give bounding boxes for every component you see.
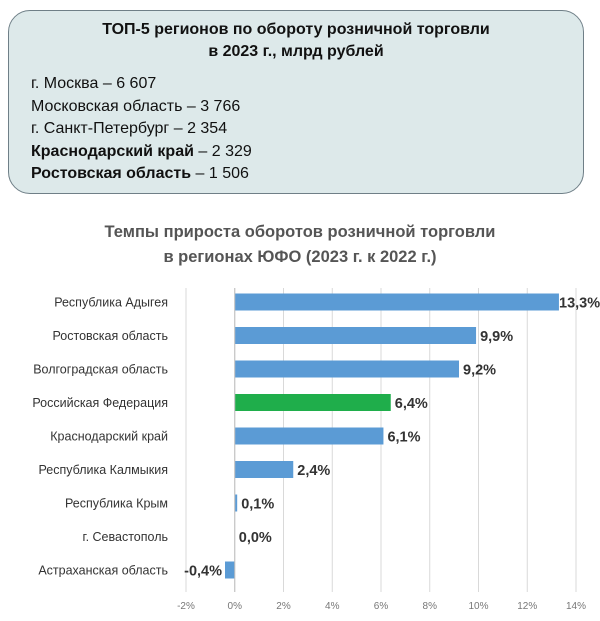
value-label: 9,9% (480, 329, 513, 345)
top5-row-name: Краснодарский край (31, 142, 194, 160)
top5-row: Ростовская область – 1 506 (31, 165, 249, 182)
value-label: 9,2% (463, 363, 496, 379)
x-tick-label: 0% (228, 601, 243, 612)
top5-row-name: г. Санкт-Петербург (31, 120, 170, 137)
x-tick-label: 8% (423, 601, 438, 612)
x-tick-label: 14% (566, 601, 586, 612)
top5-row-value: 2 329 (211, 142, 252, 160)
top5-list: г. Москва – 6 607 Московская область – 3… (31, 73, 252, 186)
x-tick-label: 4% (325, 601, 340, 612)
category-label: Ростовская область (53, 329, 169, 343)
x-tick-label: 10% (468, 601, 488, 612)
top5-row-value: 6 607 (116, 75, 157, 92)
value-label: 0,0% (239, 530, 272, 546)
value-label: 6,1% (387, 430, 420, 446)
bar (225, 561, 235, 579)
x-tick-label: 12% (517, 601, 537, 612)
top5-box: ТОП-5 регионов по обороту розничной торг… (8, 10, 584, 194)
value-label: -0,4% (184, 564, 222, 580)
value-label: 2,4% (297, 463, 330, 479)
top5-row: г. Москва – 6 607 (31, 75, 157, 92)
value-label: 0,1% (241, 497, 274, 513)
top5-title-line2: в 2023 г., млрд рублей (208, 43, 384, 60)
bar (234, 394, 391, 411)
category-label: Астраханская область (38, 564, 168, 578)
category-label: Краснодарский край (50, 430, 168, 444)
top5-title-line1: ТОП-5 регионов по обороту розничной торг… (102, 21, 490, 38)
top5-title: ТОП-5 регионов по обороту розничной торг… (9, 19, 583, 63)
top5-row-name: г. Москва (31, 75, 99, 92)
category-label: г. Севастополь (83, 530, 168, 544)
bar (234, 360, 459, 378)
x-tick-label: -2% (177, 601, 195, 612)
category-label: Волгоградская область (33, 363, 168, 377)
chart-title-line1: Темпы прироста оборотов розничной торгов… (104, 223, 496, 241)
chart-title-line2: в регионах ЮФО (2023 г. к 2022 г.) (163, 248, 437, 266)
bar (234, 494, 238, 512)
top5-row-value: 2 354 (187, 120, 228, 137)
category-label: Республика Адыгея (54, 296, 168, 310)
top5-row: Московская область – 3 766 (31, 97, 241, 115)
top5-row-value: 1 506 (208, 165, 249, 182)
bar (234, 427, 384, 445)
chart-title: Темпы прироста оборотов розничной торгов… (0, 220, 600, 270)
x-tick-label: 6% (374, 601, 389, 612)
category-label: Республика Крым (65, 497, 168, 511)
top5-row-name: Московская область (31, 97, 183, 115)
category-label: Республика Калмыкия (38, 463, 168, 477)
value-label: 13,3% (559, 296, 600, 312)
top5-row-name: Ростовская область (31, 165, 192, 182)
category-label: Российская Федерация (32, 396, 168, 410)
bar (234, 461, 294, 478)
x-tick-label: 2% (276, 601, 291, 612)
bar (234, 293, 559, 311)
value-label: 6,4% (395, 396, 428, 412)
top5-row: Краснодарский край – 2 329 (31, 142, 252, 160)
bar (234, 327, 477, 344)
top5-row-value: 3 766 (200, 97, 241, 115)
top5-row: г. Санкт-Петербург – 2 354 (31, 120, 228, 137)
